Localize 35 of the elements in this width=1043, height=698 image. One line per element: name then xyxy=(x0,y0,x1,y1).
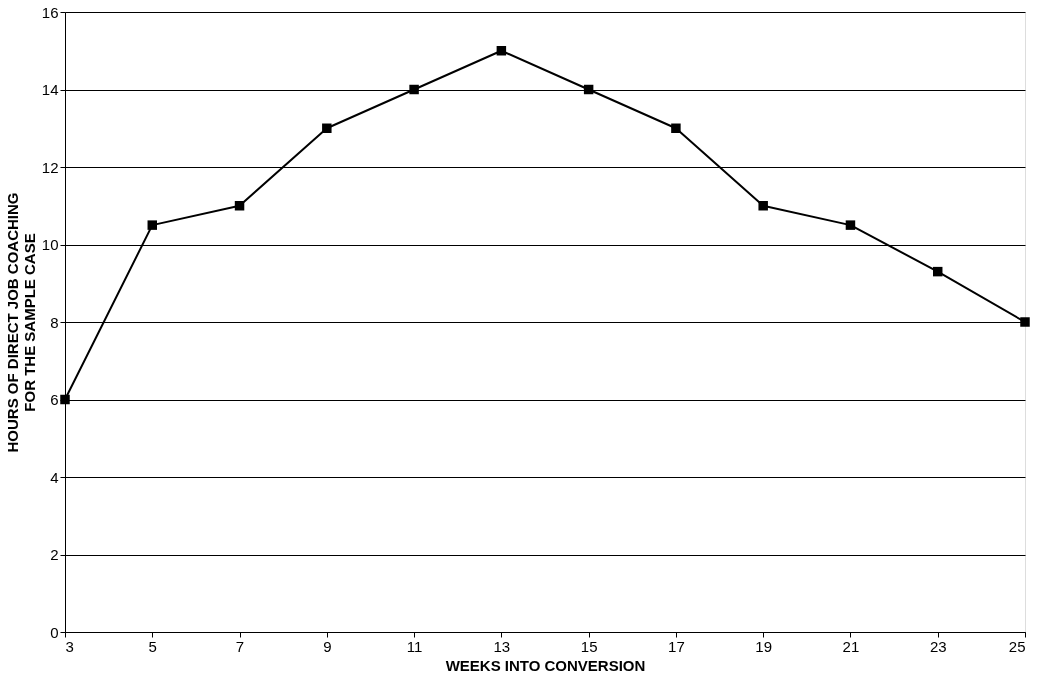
x-tick-label: 7 xyxy=(235,637,245,655)
x-tick-label: 3 xyxy=(65,637,74,655)
x-tick-label: 9 xyxy=(323,637,332,655)
point xyxy=(845,220,856,230)
point xyxy=(234,201,245,211)
point xyxy=(932,266,943,277)
x-tick-label: 23 xyxy=(929,637,947,655)
y-tick-label: 14 xyxy=(41,81,59,98)
x-tick-label: 15 xyxy=(580,637,598,655)
y-tick-label: 6 xyxy=(50,391,59,408)
y-tick-label: 10 xyxy=(41,236,59,253)
y-tick-label: 12 xyxy=(41,158,59,176)
x-axis-title: WEEKS INTO CONVERSION xyxy=(445,656,646,674)
point xyxy=(409,84,419,95)
y-tick-label: 2 xyxy=(50,546,59,563)
x-tick-label: 11 xyxy=(406,637,423,655)
point xyxy=(322,123,332,133)
y-tick-label: 16 xyxy=(41,3,59,21)
point xyxy=(583,84,594,95)
point xyxy=(1020,317,1030,327)
x-tick-label: 25 xyxy=(1008,637,1026,655)
x-tick-label: 19 xyxy=(755,637,773,655)
y-tick-label: 4 xyxy=(50,468,59,486)
point xyxy=(147,220,158,230)
x-tick-label: 13 xyxy=(493,637,511,655)
x-tick-label: 5 xyxy=(148,637,157,655)
point xyxy=(496,46,507,56)
point xyxy=(60,394,70,405)
y-tick-label: 0 xyxy=(50,623,59,641)
y-axis-title: HOURS OF DIRECT JOB COACHING FOR THE SAMPLE CASE xyxy=(3,192,38,453)
point xyxy=(758,201,768,211)
point xyxy=(671,123,681,133)
x-tick-label: 21 xyxy=(842,637,860,655)
y-tick-label: 8 xyxy=(50,313,59,331)
x-tick-label: 17 xyxy=(668,637,685,655)
